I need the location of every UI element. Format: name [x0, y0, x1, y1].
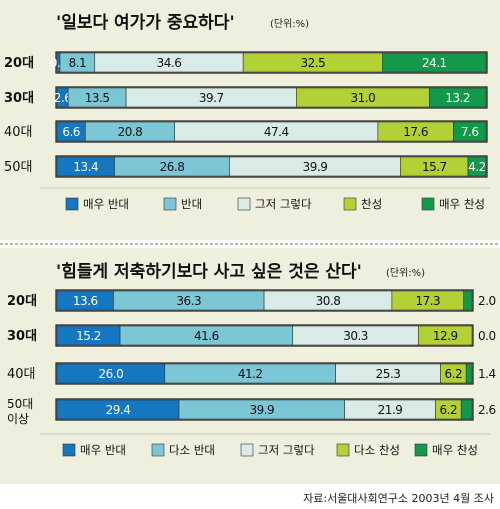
- category-label: 20대: [4, 56, 34, 71]
- legend-label: 매우 반대: [83, 197, 129, 211]
- legend-label: 다소 찬성: [354, 443, 400, 457]
- data-label: 4.2: [468, 160, 486, 174]
- data-label: 15.2: [76, 329, 101, 343]
- legend-swatch: [62, 443, 76, 457]
- data-label: 13.2: [445, 91, 470, 105]
- legend-label: 그저 그렇다: [258, 443, 315, 457]
- unit-label: (단위:%): [270, 17, 309, 30]
- data-label: 32.5: [301, 56, 326, 70]
- data-label: 25.3: [376, 367, 401, 381]
- data-label: 17.3: [415, 294, 440, 308]
- category-label: 30대: [7, 329, 37, 344]
- data-label: 39.9: [249, 403, 274, 417]
- category-label: 이상: [7, 412, 29, 426]
- data-label: 34.6: [157, 56, 182, 70]
- legend-label: 그저 그렇다: [255, 197, 312, 211]
- data-label: 31.0: [351, 91, 376, 105]
- data-label: 12.9: [433, 329, 458, 343]
- category-label: 40대: [4, 125, 33, 140]
- data-label: 30.3: [343, 329, 368, 343]
- data-label: 2.0: [478, 294, 496, 308]
- legend-label: 반대: [181, 197, 202, 211]
- legend-label: 매우 반대: [80, 443, 126, 457]
- legend-swatch: [343, 197, 357, 211]
- data-label: 26.8: [160, 160, 185, 174]
- data-label: 17.6: [403, 125, 428, 139]
- data-label: 8.1: [69, 56, 87, 70]
- data-label: 29.4: [106, 403, 131, 417]
- legend-swatch: [240, 443, 254, 457]
- data-label: 0.0: [478, 329, 496, 343]
- data-label: 24.1: [422, 56, 447, 70]
- data-label: 30.8: [316, 294, 341, 308]
- stacked-bar-charts: '일보다 여가가 중요하다' (단위:%)20대 0.7 8.1 34.6 32.5 24.…: [0, 0, 500, 484]
- data-label: 6.2: [440, 403, 458, 417]
- data-label: 6.6: [62, 125, 80, 139]
- bar-segment: [460, 399, 473, 420]
- bar-segment: [465, 363, 473, 384]
- bar-segment: [463, 290, 473, 311]
- legend-swatch: [421, 197, 435, 211]
- chart-title: '힘들게 저축하기보다 사고 싶은 것은 산다': [56, 261, 362, 282]
- data-label: 41.6: [194, 329, 219, 343]
- category-label: 50대: [4, 160, 33, 175]
- data-label: 13.6: [73, 294, 98, 308]
- data-label: 13.5: [85, 91, 110, 105]
- data-label: 39.9: [303, 160, 328, 174]
- data-label: 1.4: [478, 367, 496, 381]
- data-label: 41.2: [238, 367, 263, 381]
- legend-swatch: [336, 443, 350, 457]
- data-label: 7.6: [461, 125, 479, 139]
- source-text: 자료:서울대사회연구소 2003년 4월 조사: [303, 492, 494, 505]
- legend-swatch: [414, 443, 428, 457]
- category-label: 50대: [7, 397, 33, 411]
- data-label: 13.4: [73, 160, 98, 174]
- legend-swatch: [151, 443, 165, 457]
- bar-segment: [382, 52, 487, 73]
- category-label: 30대: [4, 91, 34, 106]
- bar-segment: [429, 87, 487, 108]
- data-label: 36.3: [176, 294, 201, 308]
- bar-segment: [453, 121, 487, 142]
- unit-label: (단위:%): [386, 266, 425, 279]
- data-label: 15.7: [422, 160, 447, 174]
- data-label: 20.8: [118, 125, 143, 139]
- legend-swatch: [65, 197, 79, 211]
- legend-label: 매우 찬성: [432, 443, 478, 457]
- data-label: 2.6: [478, 403, 496, 417]
- legend-label: 매우 찬성: [439, 197, 485, 211]
- category-label: 40대: [7, 367, 36, 382]
- bar-segment: [418, 325, 473, 346]
- source-note: 자료:서울대사회연구소 2003년 4월 조사: [0, 484, 500, 509]
- legend-label: 찬성: [361, 197, 382, 211]
- data-label: 26.0: [99, 367, 124, 381]
- category-label: 20대: [7, 294, 37, 309]
- legend-swatch: [237, 197, 251, 211]
- data-label: 6.2: [445, 367, 463, 381]
- data-label: 2.6: [54, 91, 72, 105]
- bar-segment: [467, 156, 487, 177]
- legend-swatch: [163, 197, 177, 211]
- data-label: 47.4: [264, 125, 289, 139]
- data-label: 21.9: [378, 403, 403, 417]
- data-label: 39.7: [199, 91, 224, 105]
- legend-label: 다소 반대: [169, 443, 215, 457]
- chart-title: '일보다 여가가 중요하다': [56, 13, 235, 33]
